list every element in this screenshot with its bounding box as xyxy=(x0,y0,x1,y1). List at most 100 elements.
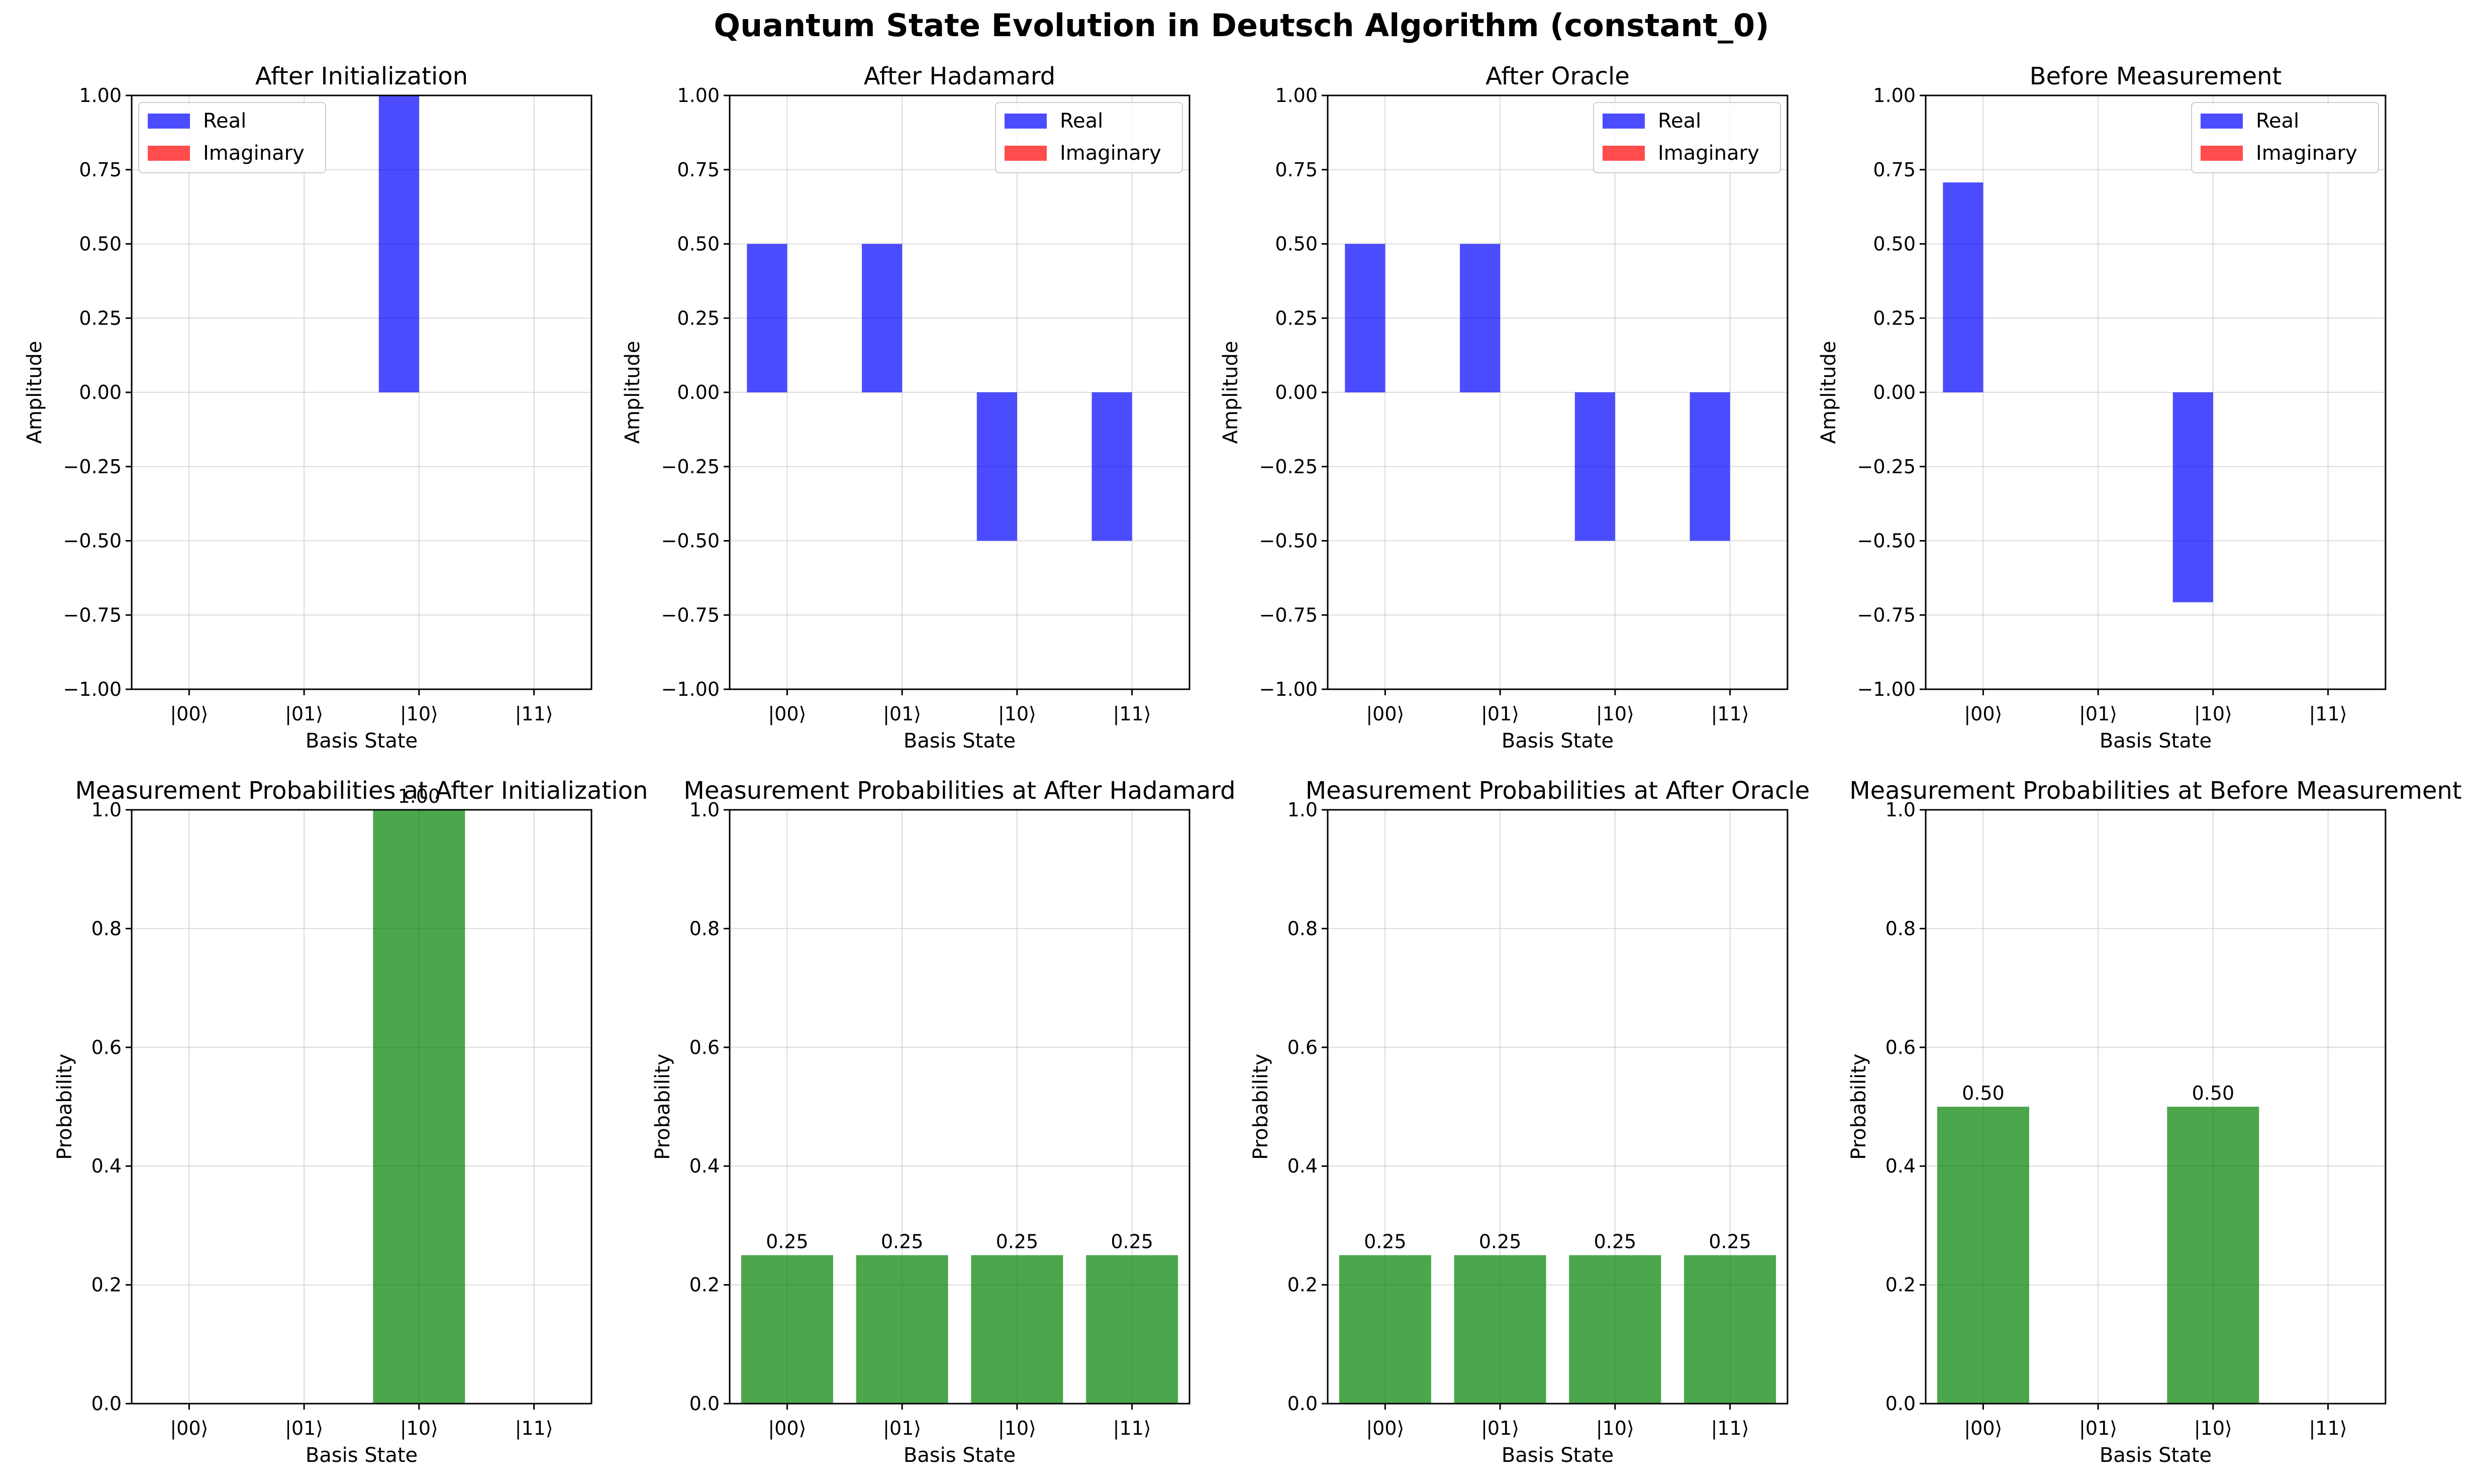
chart-title: Measurement Probabilities at Before Meas… xyxy=(1849,777,2461,805)
chart-title: Measurement Probabilities at After Hadam… xyxy=(683,777,1235,805)
x-axis-label: Basis State xyxy=(2100,1444,2212,1467)
y-tick-label: 0.75 xyxy=(79,159,122,181)
legend-swatch-real xyxy=(1005,114,1047,129)
x-axis-label: Basis State xyxy=(2100,729,2212,753)
bar-real-0 xyxy=(1943,182,1983,392)
chart-panel-7: 0.50 0.50 1.0 0.8 0.6 0.4 0.2 0.0 |00⟩ |01⟩ |10⟩ |1… xyxy=(1847,777,2462,1467)
bar-real-1 xyxy=(1460,244,1501,392)
y-tick-label: 0.4 xyxy=(1885,1155,1916,1177)
y-tick-label: −0.75 xyxy=(1857,604,1916,626)
x-tick-label: |10⟩ xyxy=(1596,1417,1634,1440)
y-tick-label: 0.6 xyxy=(91,1036,122,1058)
x-axis-label: Basis State xyxy=(1502,1444,1614,1467)
y-tick-label: 1.0 xyxy=(1885,799,1916,821)
y-tick-label: 0.50 xyxy=(1873,233,1916,255)
x-axis-label: Basis State xyxy=(904,1444,1016,1467)
x-tick-label: |00⟩ xyxy=(1366,703,1404,725)
y-tick-label: 0.6 xyxy=(1287,1036,1318,1058)
bar-value-label: 0.50 xyxy=(2192,1082,2235,1104)
bar-probability-3 xyxy=(1684,1255,1776,1404)
bar-probability-0 xyxy=(1937,1107,2029,1404)
y-tick-label: 0.50 xyxy=(79,233,122,255)
bar-value-label: 1.00 xyxy=(398,785,441,807)
legend-swatch-imaginary xyxy=(2201,146,2243,161)
y-tick-label: 0.2 xyxy=(1287,1274,1318,1296)
y-tick-label: −0.50 xyxy=(1857,530,1916,552)
x-tick-label: |10⟩ xyxy=(998,703,1036,725)
legend-label-real: Real xyxy=(2256,110,2299,133)
bar-value-label: 0.25 xyxy=(1111,1231,1153,1253)
bar-real-2 xyxy=(2172,392,2213,602)
y-axis-label: Probability xyxy=(53,1053,76,1159)
chart-title: After Oracle xyxy=(1485,62,1630,90)
bar-probability-1 xyxy=(856,1255,948,1404)
chart-title: Measurement Probabilities at After Initi… xyxy=(75,777,648,805)
y-tick-label: 0.25 xyxy=(677,307,720,329)
y-tick-label: −0.75 xyxy=(63,604,122,626)
y-tick-label: 0.00 xyxy=(677,381,720,403)
x-tick-label: |00⟩ xyxy=(1964,1417,2002,1440)
y-tick-label: 1.00 xyxy=(677,84,720,107)
x-tick-label: |01⟩ xyxy=(285,703,323,725)
y-tick-label: −1.00 xyxy=(661,678,720,700)
bar-real-2 xyxy=(976,392,1017,541)
y-axis-label: Amplitude xyxy=(1219,341,1242,444)
x-tick-label: |01⟩ xyxy=(2079,703,2117,725)
x-tick-label: |10⟩ xyxy=(2194,1417,2232,1440)
x-axis-label: Basis State xyxy=(904,729,1016,753)
y-axis-label: Probability xyxy=(1847,1053,1870,1159)
x-tick-label: |10⟩ xyxy=(2194,703,2232,725)
y-tick-label: 0.25 xyxy=(1873,307,1916,329)
y-tick-label: 0.0 xyxy=(1885,1393,1916,1415)
y-tick-label: −0.75 xyxy=(1259,604,1318,626)
legend-label-imaginary: Imaginary xyxy=(1060,142,1161,165)
y-tick-label: 0.0 xyxy=(91,1393,122,1415)
x-axis-label: Basis State xyxy=(306,729,418,753)
x-tick-label: |00⟩ xyxy=(170,703,208,725)
bar-real-2 xyxy=(378,95,419,392)
x-tick-label: |10⟩ xyxy=(998,1417,1036,1440)
y-tick-label: 0.00 xyxy=(79,381,122,403)
bar-value-label: 0.25 xyxy=(996,1231,1039,1253)
y-tick-label: 0.4 xyxy=(91,1155,122,1177)
y-tick-label: 0.75 xyxy=(1275,159,1318,181)
bar-real-3 xyxy=(1690,392,1730,541)
plot-frame xyxy=(729,809,1190,1405)
y-tick-label: −0.75 xyxy=(661,604,720,626)
y-tick-label: 0.25 xyxy=(79,307,122,329)
legend-swatch-real xyxy=(1603,114,1645,129)
y-tick-label: 0.2 xyxy=(689,1274,720,1296)
legend-swatch-real xyxy=(2201,114,2243,129)
legend: Real Imaginary xyxy=(2191,102,2379,173)
bar-real-0 xyxy=(1345,244,1385,392)
legend-label-real: Real xyxy=(1658,110,1701,133)
legend-swatch-imaginary xyxy=(1005,146,1047,161)
chart-panel-0: 1.00 0.75 0.50 0.25 0.00 −0.25 −0.50 −0.75 −1.00… xyxy=(23,62,592,753)
y-tick-label: −0.50 xyxy=(1259,530,1318,552)
bar-probability-0 xyxy=(741,1255,833,1404)
x-tick-label: |10⟩ xyxy=(1596,703,1634,725)
bar-probability-2 xyxy=(971,1255,1063,1404)
chart-title: Measurement Probabilities at After Oracl… xyxy=(1306,777,1810,805)
y-tick-label: −1.00 xyxy=(1857,678,1916,700)
chart-panel-2: 1.00 0.75 0.50 0.25 0.00 −0.25 −0.50 −0.75 −1.00… xyxy=(1219,62,1789,753)
plot-frame xyxy=(131,809,592,1405)
bar-value-label: 0.25 xyxy=(1594,1231,1637,1253)
plot-frame xyxy=(1327,809,1789,1405)
x-tick-label: |00⟩ xyxy=(170,1417,208,1440)
y-tick-label: −0.25 xyxy=(661,456,720,478)
y-tick-label: 0.75 xyxy=(677,159,720,181)
chart-title: After Initialization xyxy=(255,62,468,90)
y-tick-label: 0.4 xyxy=(1287,1155,1318,1177)
x-tick-label: |11⟩ xyxy=(515,703,553,725)
y-tick-label: 0.8 xyxy=(91,917,122,939)
x-tick-label: |11⟩ xyxy=(1711,703,1749,725)
chart-panel-4: 1.00 1.0 0.8 0.6 0.4 0.2 0.0 |00⟩ |01⟩ |10⟩ |11⟩ Me… xyxy=(53,777,648,1467)
y-tick-label: 0.50 xyxy=(677,233,720,255)
bar-value-label: 0.25 xyxy=(1364,1231,1407,1253)
y-tick-label: 0.25 xyxy=(1275,307,1318,329)
x-tick-label: |00⟩ xyxy=(768,1417,806,1440)
x-tick-label: |11⟩ xyxy=(515,1417,553,1440)
y-tick-label: −0.25 xyxy=(1259,456,1318,478)
legend-label-real: Real xyxy=(203,110,246,133)
